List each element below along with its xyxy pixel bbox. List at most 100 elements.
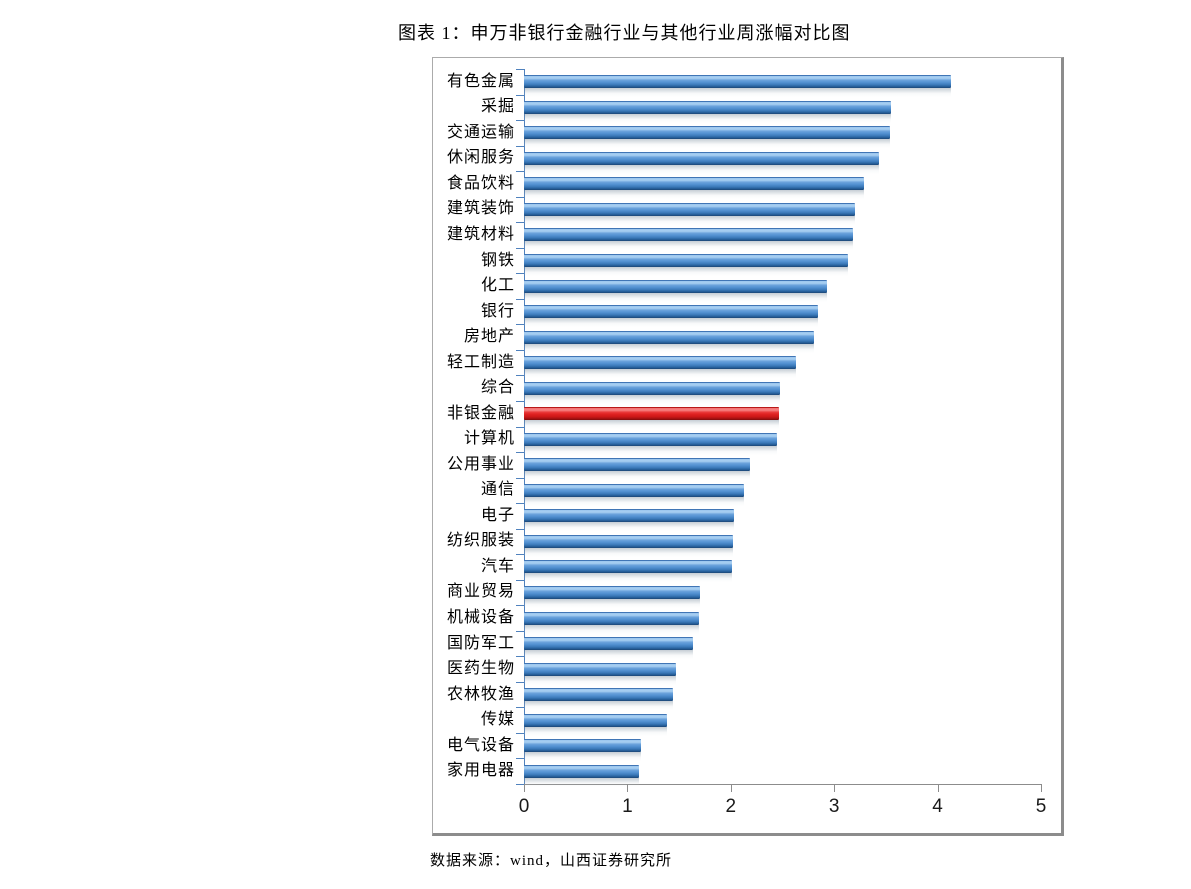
value-axis-tick	[937, 784, 939, 792]
value-axis-tick	[627, 784, 629, 792]
category-axis-tick	[516, 503, 524, 505]
value-axis-tick-label: 0	[518, 796, 530, 817]
bar	[524, 177, 865, 200]
category-axis-tick	[516, 400, 524, 402]
category-axis-tick	[516, 528, 524, 530]
category-axis-tick	[516, 554, 524, 556]
category-axis-line	[524, 69, 525, 784]
category-axis-tick	[516, 69, 524, 70]
category-label: 综合	[480, 379, 515, 397]
bar	[524, 100, 892, 123]
bar	[524, 432, 778, 455]
bar	[524, 509, 734, 532]
bar	[524, 585, 700, 608]
category-label: 机械设备	[446, 609, 515, 627]
category-axis-tick	[516, 349, 524, 351]
category-label: 家用电器	[446, 762, 515, 780]
bar	[524, 228, 853, 251]
category-axis-tick	[516, 375, 524, 377]
category-label: 传媒	[480, 711, 515, 729]
category-label: 电气设备	[446, 736, 515, 754]
bar	[524, 381, 781, 404]
category-label: 建筑材料	[446, 225, 515, 243]
category-axis-tick	[516, 477, 524, 479]
category-axis-tick	[516, 630, 524, 632]
category-label: 公用事业	[446, 455, 515, 473]
value-axis-tick-label: 1	[622, 796, 633, 817]
category-axis-tick	[516, 273, 524, 275]
chart-title: 图表 1：申万非银行金融行业与其他行业周涨幅对比图	[398, 23, 851, 43]
bar	[524, 330, 814, 353]
category-label: 化工	[480, 277, 515, 295]
category-label: 计算机	[463, 430, 515, 448]
bar	[524, 254, 848, 277]
category-axis-tick	[516, 681, 524, 683]
category-label: 汽车	[480, 557, 515, 575]
bar	[524, 764, 639, 787]
source-note: 数据来源：wind，山西证券研究所	[430, 853, 673, 869]
category-axis-tick	[516, 120, 524, 122]
category-label: 轻工制造	[446, 353, 515, 371]
bar	[524, 279, 827, 302]
category-label: 银行	[480, 302, 515, 320]
category-label: 通信	[480, 481, 515, 499]
value-axis-tick-label: 2	[725, 796, 737, 817]
value-axis-tick-label: 4	[932, 796, 943, 817]
value-axis-tick-label: 5	[1035, 796, 1047, 817]
category-label: 有色金属	[446, 72, 515, 90]
category-axis-tick	[516, 94, 524, 96]
bar	[524, 202, 855, 225]
bar	[524, 305, 818, 328]
category-axis-tick	[516, 452, 524, 454]
category-axis-tick	[516, 579, 524, 581]
value-axis-line	[524, 784, 1042, 785]
category-axis-tick	[516, 605, 524, 607]
category-label: 钢铁	[480, 251, 515, 269]
bar	[524, 713, 667, 736]
category-label: 休闲服务	[446, 149, 515, 167]
value-axis-tick	[524, 784, 525, 792]
category-label: 交通运输	[446, 123, 515, 141]
bar	[524, 637, 693, 660]
category-axis-tick	[516, 732, 524, 734]
value-axis-tick	[730, 784, 732, 792]
bar	[524, 356, 796, 379]
category-axis-tick	[516, 145, 524, 147]
category-label: 房地产	[463, 328, 515, 346]
bar	[524, 688, 673, 711]
value-axis-tick-label: 3	[828, 796, 840, 817]
value-axis-tick	[1041, 784, 1042, 792]
category-label: 纺织服装	[446, 532, 515, 550]
chart-frame: 有色金属采掘交通运输休闲服务食品饮料建筑装饰建筑材料钢铁化工银行房地产轻工制造综…	[432, 57, 1064, 836]
category-label: 农林牧渔	[446, 685, 515, 703]
category-axis-tick	[516, 171, 524, 173]
category-axis-tick	[516, 656, 524, 658]
bar	[524, 126, 891, 149]
category-axis-tick	[516, 196, 524, 198]
category-axis-tick	[516, 707, 524, 709]
category-label: 采掘	[480, 98, 515, 116]
category-label: 国防军工	[446, 634, 515, 652]
category-axis-tick	[516, 426, 524, 428]
bar	[524, 739, 641, 762]
bar	[524, 534, 733, 557]
bar	[524, 483, 745, 506]
category-axis-tick	[516, 298, 524, 300]
plot-area: 有色金属采掘交通运输休闲服务食品饮料建筑装饰建筑材料钢铁化工银行房地产轻工制造综…	[433, 58, 1061, 833]
category-label: 非银金融	[446, 404, 515, 422]
category-axis-tick	[516, 784, 524, 785]
bar	[524, 560, 732, 583]
category-label: 医药生物	[446, 660, 515, 678]
bar	[524, 75, 952, 98]
bar-highlight	[524, 407, 780, 430]
category-label: 电子	[480, 506, 515, 524]
category-label: 食品饮料	[446, 174, 515, 192]
category-axis-tick	[516, 324, 524, 326]
category-axis-tick	[516, 758, 524, 760]
category-label: 建筑装饰	[446, 200, 515, 218]
bar	[524, 611, 699, 634]
value-axis-tick	[834, 784, 836, 792]
bar	[524, 458, 751, 481]
category-axis-tick	[516, 247, 524, 249]
